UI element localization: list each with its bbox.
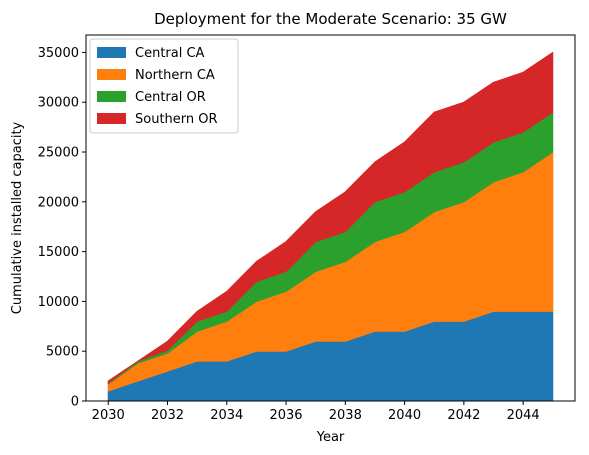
y-tick-label: 15000 <box>38 245 79 260</box>
y-tick-label: 20000 <box>38 195 79 210</box>
x-tick-label: 2034 <box>210 408 243 423</box>
y-tick-label: 10000 <box>38 295 79 310</box>
legend-swatch-northern-ca <box>97 69 126 80</box>
y-axis-label: Cumulative installed capacity <box>10 121 25 314</box>
legend-label-central-ca: Central CA <box>135 46 205 61</box>
x-tick-label: 2036 <box>269 408 302 423</box>
y-tick-label: 5000 <box>46 345 79 360</box>
y-tick-label: 30000 <box>38 96 79 111</box>
legend-swatch-central-or <box>97 91 126 102</box>
legend-label-southern-or: Southern OR <box>135 112 218 127</box>
legend-label-northern-ca: Northern CA <box>135 68 215 83</box>
legend-swatch-southern-or <box>97 113 126 124</box>
x-tick-label: 2032 <box>151 408 184 423</box>
legend-label-central-or: Central OR <box>135 90 206 105</box>
x-tick-label: 2038 <box>329 408 362 423</box>
y-tick-label: 35000 <box>38 46 79 61</box>
area-southern-or <box>107 51 554 385</box>
x-tick-label: 2044 <box>507 408 540 423</box>
x-tick-label: 2030 <box>92 408 125 423</box>
x-axis-label: Year <box>316 430 345 445</box>
y-axis: 0 5000 10000 15000 20000 25000 30000 35000 <box>38 46 86 410</box>
axes-frame <box>85 34 576 402</box>
x-tick-label: 2042 <box>447 408 480 423</box>
legend-swatch-central-ca <box>97 47 126 58</box>
chart-title: Deployment for the Moderate Scenario: 35… <box>154 10 507 28</box>
y-tick-label: 0 <box>71 395 79 410</box>
y-tick-label: 25000 <box>38 146 79 161</box>
x-tick-label: 2040 <box>388 408 421 423</box>
area-layers <box>107 51 554 402</box>
legend-box <box>89 38 239 134</box>
x-axis: 2030 2032 2034 2036 2038 2040 2042 2044 <box>92 401 540 423</box>
legend: Central CA Northern CA Central OR Southern … <box>89 38 239 134</box>
